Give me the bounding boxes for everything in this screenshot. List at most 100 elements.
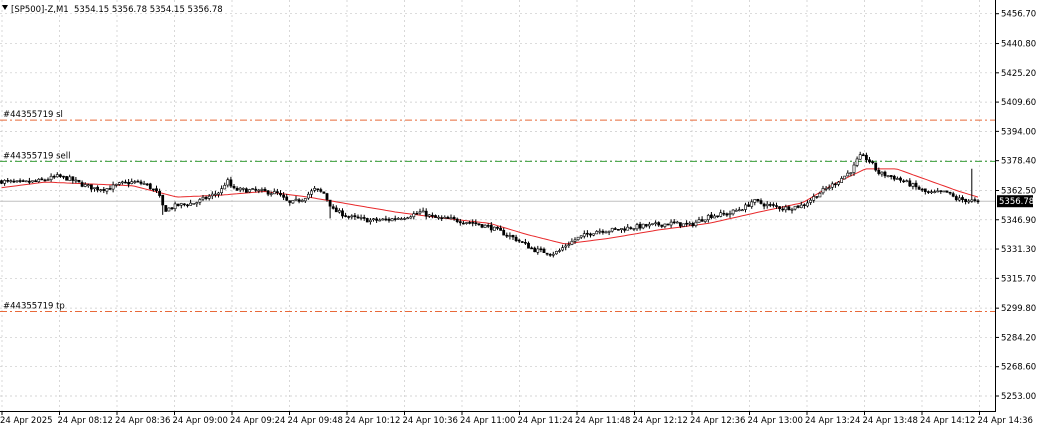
candle-body xyxy=(861,154,865,157)
candle-body xyxy=(437,216,441,219)
candle-body xyxy=(111,184,115,190)
candle-body xyxy=(148,183,152,190)
candle-body xyxy=(477,223,481,226)
candle-body xyxy=(663,223,667,227)
chart-grid xyxy=(0,0,995,411)
candle-body xyxy=(375,218,379,221)
candle-body xyxy=(465,222,468,224)
candle-body xyxy=(505,234,509,237)
candle-body xyxy=(279,192,282,196)
candle-body xyxy=(849,172,853,174)
candle-body xyxy=(303,198,307,202)
candle-body xyxy=(288,200,292,203)
candle-body xyxy=(626,226,630,231)
candle-body xyxy=(976,200,980,203)
candle-body xyxy=(313,188,317,191)
candle-body xyxy=(802,204,806,206)
candle-body xyxy=(263,188,267,192)
candle-body xyxy=(381,218,385,221)
candle-body xyxy=(3,180,7,184)
candle-body xyxy=(201,196,205,200)
y-tick-label: 5253.00 xyxy=(1001,392,1036,402)
candle-body xyxy=(254,188,258,191)
candle-body xyxy=(310,190,313,195)
candle-body xyxy=(269,193,273,195)
candle-body xyxy=(325,193,329,200)
candle-body xyxy=(71,176,75,181)
candle-body xyxy=(716,215,720,218)
candle-body xyxy=(961,197,964,201)
candle-body xyxy=(874,162,878,171)
candle-body xyxy=(217,192,220,195)
candle-body xyxy=(458,221,462,224)
candle-body xyxy=(319,189,323,192)
candle-body xyxy=(198,199,202,203)
candle-body xyxy=(406,217,410,220)
candle-body xyxy=(954,196,958,201)
candle-body xyxy=(895,178,899,180)
candle-body xyxy=(297,199,301,202)
candle-body xyxy=(905,180,909,182)
candle-body xyxy=(551,253,555,256)
candle-body xyxy=(623,228,627,231)
candle-body xyxy=(858,154,862,160)
candle-body xyxy=(809,199,813,203)
triangle-down-icon[interactable] xyxy=(2,5,8,10)
candle-body xyxy=(926,191,930,193)
candle-body xyxy=(678,222,682,227)
candle-body xyxy=(489,224,493,231)
candle-body xyxy=(744,204,747,210)
candle-body xyxy=(337,210,341,213)
candle-body xyxy=(520,241,524,243)
candle-body xyxy=(158,190,162,196)
candle-body xyxy=(533,247,537,253)
candle-body xyxy=(672,221,676,224)
x-tick-label: 24 Apr 12:12 xyxy=(633,416,688,426)
x-tick-label: 24 Apr 10:36 xyxy=(403,416,458,426)
candle-body xyxy=(121,181,124,184)
candle-body xyxy=(6,180,10,182)
time-axis: 24 Apr 2025 24 Apr 08:12 24 Apr 08:36 24 Ap… xyxy=(0,411,1033,426)
candle-body xyxy=(378,219,382,222)
candle-body xyxy=(964,198,968,202)
candle-body xyxy=(480,224,484,228)
candle-body xyxy=(799,204,803,209)
y-tick-label: 5331.30 xyxy=(1001,245,1036,255)
candle-body xyxy=(613,228,617,230)
candle-body xyxy=(700,219,704,222)
candle-body xyxy=(933,191,937,193)
candle-body xyxy=(415,212,419,215)
candle-body xyxy=(589,233,592,236)
candle-body xyxy=(368,219,372,222)
candle-body xyxy=(616,228,620,231)
candle-body xyxy=(260,189,264,191)
candle-body xyxy=(43,179,47,182)
candle-body xyxy=(127,182,131,185)
candle-body xyxy=(499,227,503,231)
candle-body xyxy=(34,180,38,183)
candle-body xyxy=(830,183,834,188)
price-axis: 5456.70 5440.80 5425.20 5409.60 5394.00 5378.… xyxy=(995,0,1042,426)
candle-body xyxy=(781,208,785,211)
candle-body xyxy=(31,180,34,183)
candle-body xyxy=(706,215,710,221)
candle-body xyxy=(930,191,933,194)
candle-body xyxy=(914,182,918,188)
candle-body xyxy=(778,206,782,210)
x-tick-label: 24 Apr 09:48 xyxy=(288,416,343,426)
candle-body xyxy=(759,200,763,204)
candle-body xyxy=(604,231,608,234)
y-tick-label: 5456.70 xyxy=(1001,10,1036,20)
candle-body xyxy=(843,175,847,180)
candle-body xyxy=(15,180,19,183)
candle-body xyxy=(229,179,233,187)
candle-body xyxy=(496,226,499,229)
candle-body xyxy=(427,214,431,217)
candle-body xyxy=(24,180,28,183)
y-tick-label: 5268.60 xyxy=(1001,363,1036,373)
candle-body xyxy=(951,193,955,197)
candle-body xyxy=(728,213,732,215)
symbol-label: [SP500]-Z,M1 xyxy=(11,5,69,15)
